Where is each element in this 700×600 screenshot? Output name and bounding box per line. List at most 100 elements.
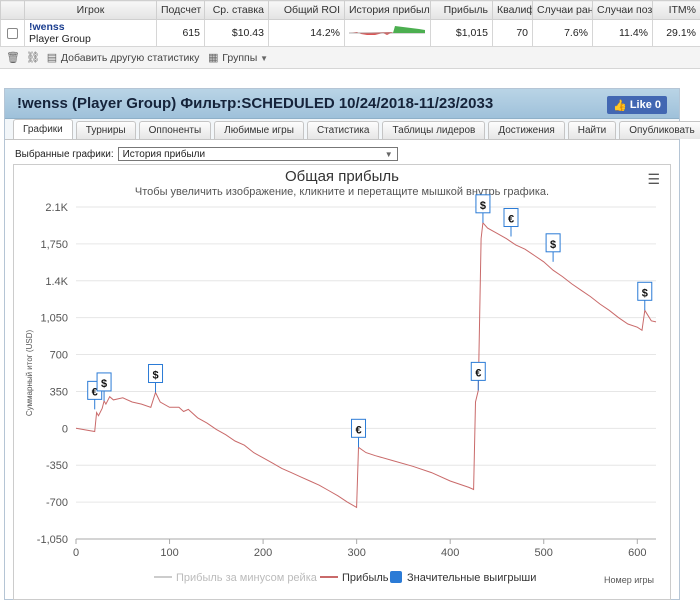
chart-subtitle: Чтобы увеличить изображение, кликните и … [134,186,550,198]
chart-menu-icon[interactable]: ☰ [647,171,660,187]
count-cell: 615 [156,19,205,47]
panel-body: Выбранные графики: История прибыли ▼ Общ… [5,139,679,600]
chart-plot: -1,050 -700 -350 0 350 700 1,050 1.4K 1,750 2.1K 0… [25,194,657,585]
trash-icon[interactable]: 🗑 [6,52,20,64]
player-name-link[interactable]: !wenss [29,21,65,33]
roi-cell: 14.2% [268,19,345,47]
big-win-marker-symbol: € [355,424,361,436]
big-win-marker-symbol: € [508,214,514,226]
profit-chart[interactable]: Общая прибыль Чтобы увеличить изображени… [13,164,671,600]
select-all-header [0,0,25,20]
chevron-down-icon: ▼ [384,149,393,159]
tab-2[interactable]: Оппоненты [138,121,212,139]
col-header-profit[interactable]: Прибыль [430,0,493,20]
x-tick-label: 500 [535,547,553,559]
profit-series-line [75,221,657,509]
add-stat-button[interactable]: ▤ Добавить другую статистику [46,51,200,64]
x-tick-label: 0 [73,547,79,559]
big-win-marker-symbol: € [92,386,98,398]
col-header-count[interactable]: Подсчет [156,0,205,20]
big-win-marker [475,194,491,214]
legend-wins-swatch [390,571,402,583]
big-win-marker [351,418,367,438]
chart-selector[interactable]: История прибыли ▼ [117,147,398,161]
tab-5[interactable]: Таблицы лидеров [382,121,486,139]
col-header-avg-stake[interactable]: Ср. ставка [204,0,269,20]
player-cell: !wenss Player Group [24,19,157,47]
chart-selector-value: История прибыли [122,148,206,160]
x-axis-label: Номер игры [604,575,654,585]
y-tick-label: 0 [62,423,68,435]
y-tick-label: 1,050 [40,313,68,325]
profit-history-cell [344,19,431,47]
facebook-like-button[interactable]: 👍 Like 0 [607,96,667,114]
y-tick-label: 1,750 [40,239,68,251]
tab-7[interactable]: Найти [567,121,617,139]
y-tick-label: 1.4K [45,276,68,288]
y-tick-label: -350 [46,460,68,472]
legend-wins-label: Значительные выигрыши [407,572,536,584]
avg-stake-cell: $10.43 [204,19,269,47]
big-win-marker-symbol: € [475,367,481,379]
y-tick-label: 350 [50,386,68,398]
col-header-qualify[interactable]: Квалиф [492,0,533,20]
y-tick-label: 700 [50,350,68,362]
row-checkbox[interactable] [7,27,18,39]
tab-0[interactable]: Графики [13,119,73,139]
tab-8[interactable]: Опубликовать [619,121,700,139]
late-cell: 11.4% [592,19,653,47]
tab-3[interactable]: Любимые игры [214,121,304,139]
stats-table: Игрок Подсчет Ср. ставка Общий ROI Истор… [0,0,700,47]
like-label: Like 0 [629,99,661,111]
thumbs-up-icon: 👍 [613,99,627,112]
panel-header: !wenss (Player Group) Фильтр:SCHEDULED 1… [5,89,679,119]
link-icon[interactable]: ⛓ [26,52,40,64]
big-win-marker-symbol: $ [480,200,486,212]
big-win-marker [545,233,561,253]
big-win-marker [637,281,653,301]
col-header-itm[interactable]: ITM% [652,0,700,20]
col-header-late[interactable]: Случаи позд [592,0,653,20]
profit-sparkline[interactable] [347,23,427,43]
big-win-marker [96,372,112,392]
groups-icon: ▦ [208,52,219,64]
col-header-profit-history[interactable]: История прибыли [344,0,431,20]
y-tick-label: -1,050 [37,534,68,546]
add-stat-label: Добавить другую статистику [60,52,200,64]
player-panel: !wenss (Player Group) Фильтр:SCHEDULED 1… [4,88,700,600]
x-tick-label: 600 [628,547,646,559]
y-tick-label: -700 [46,497,68,509]
big-win-marker-symbol: $ [550,239,556,251]
chevron-down-icon: ▼ [260,54,269,63]
col-header-player[interactable]: Игрок [24,0,157,20]
panel-tabs: Графики Турниры Оппоненты Любимые игры Стати… [13,119,700,139]
big-win-marker-symbol: $ [152,369,158,381]
qualify-cell: 70 [492,19,533,47]
legend-rake-label: Прибыль за минусом рейка [176,572,318,584]
panel-title: !wenss (Player Group) Фильтр:SCHEDULED 1… [17,95,494,112]
col-header-roi[interactable]: Общий ROI [268,0,345,20]
itm-cell: 29.1% [652,19,700,47]
chart-title: Общая прибыль [284,168,400,185]
big-win-marker-symbol: $ [101,378,107,390]
x-tick-label: 200 [254,547,272,559]
profit-cell: $1,015 [430,19,493,47]
chart-selector-label: Выбранные графики: [15,148,114,160]
tab-6[interactable]: Достижения [488,121,565,139]
tab-4[interactable]: Статистика [306,121,380,139]
big-win-marker-symbol: $ [642,287,648,299]
player-group: Player Group [29,33,91,45]
x-tick-label: 100 [160,547,178,559]
table-row: !wenss Player Group 615 $10.43 14.2% $1,… [0,19,700,47]
tab-1[interactable]: Турниры [75,121,136,139]
early-cell: 7.6% [532,19,593,47]
col-header-early[interactable]: Случаи ран [532,0,593,20]
y-tick-label: 2.1K [45,202,68,214]
big-win-marker [148,363,164,383]
legend-profit-label: Прибыль [342,572,389,584]
add-stat-icon: ▤ [46,52,58,64]
stats-toolbar: 🗑 ⛓ ▤ Добавить другую статистику ▦ Групп… [0,47,700,69]
chart-selector-row: Выбранные графики: История прибыли ▼ [15,147,398,161]
groups-label: Группы [222,52,258,64]
groups-dropdown[interactable]: ▦ Группы ▼ [207,51,268,64]
